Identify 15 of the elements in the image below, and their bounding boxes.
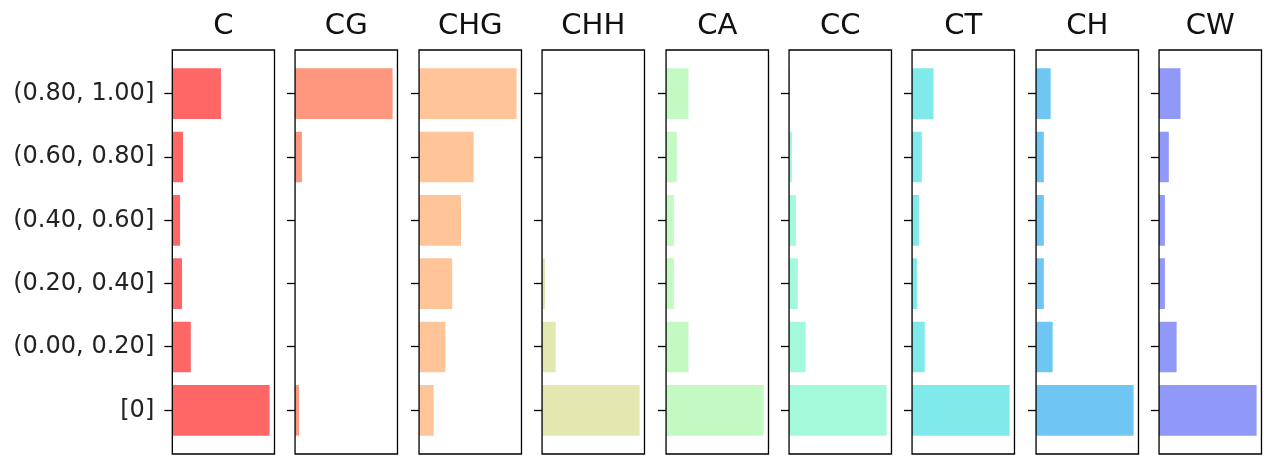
chart-title: C bbox=[213, 7, 234, 41]
chart-title: CA bbox=[696, 7, 738, 41]
y-tick-label: (0.00, 0.20] bbox=[13, 331, 155, 360]
chart-title: CC bbox=[819, 7, 861, 41]
chart-title: CG bbox=[325, 7, 369, 41]
chart-title: CH bbox=[1065, 7, 1109, 41]
chart-title: CHG bbox=[437, 7, 503, 41]
y-tick-label: [0] bbox=[120, 394, 155, 423]
y-tick-label: (0.80, 1.00] bbox=[13, 77, 155, 106]
chart-title: CHH bbox=[561, 7, 626, 41]
chart-title: CW bbox=[1185, 7, 1236, 41]
chart-title: CT bbox=[944, 7, 983, 41]
y-tick-label: (0.40, 0.60] bbox=[13, 204, 155, 233]
y-tick-label: (0.20, 0.40] bbox=[13, 267, 155, 296]
y-tick-label: (0.60, 0.80] bbox=[13, 141, 155, 170]
